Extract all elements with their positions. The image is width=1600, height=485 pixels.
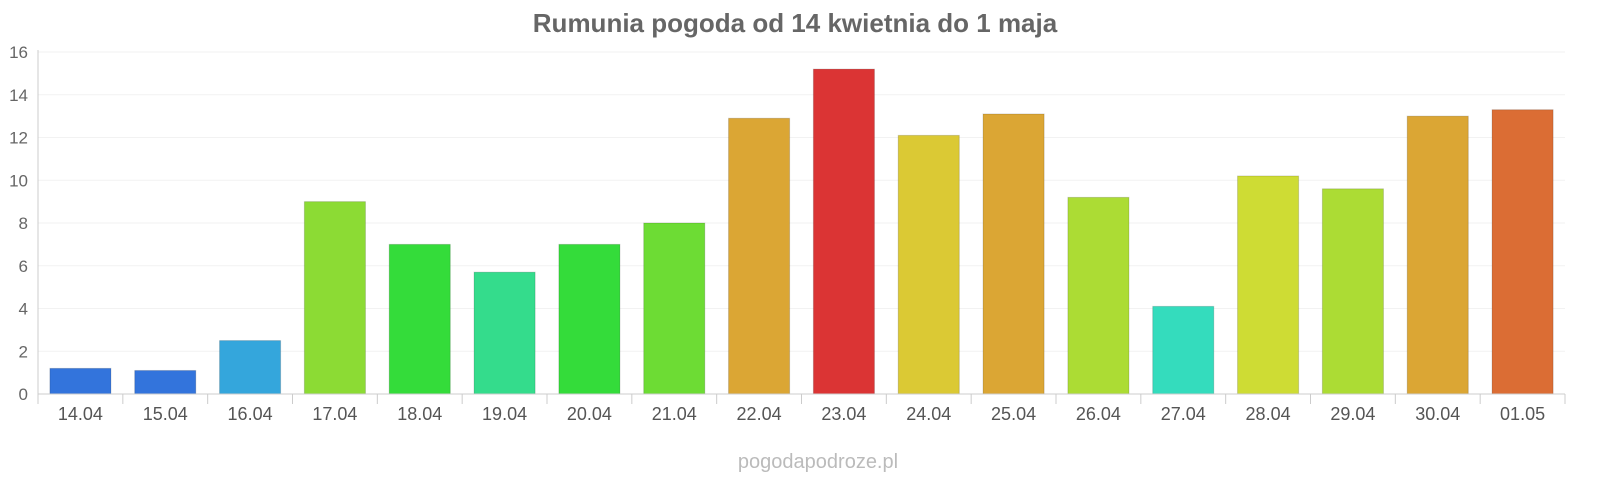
y-tick-label: 6: [19, 257, 28, 276]
bar-14.04[interactable]: [49, 367, 112, 395]
bar-19.04[interactable]: [473, 271, 536, 395]
x-axis: 14.04 15.04 16.04 17.04 18.04 19.04 20.04 21.04…: [37, 393, 1566, 424]
y-tick-label: 0: [19, 385, 28, 404]
x-tick-label: 14.04: [58, 404, 103, 424]
bar-30.04[interactable]: [1406, 115, 1469, 395]
bar-22.04[interactable]: [728, 117, 791, 395]
bar-20.04[interactable]: [558, 243, 621, 395]
bar-26.04[interactable]: [1067, 196, 1130, 395]
bar-29.04[interactable]: [1321, 188, 1384, 395]
x-tick-label: 20.04: [567, 404, 612, 424]
bar-28.04[interactable]: [1237, 175, 1300, 395]
x-tick-label: 26.04: [1076, 404, 1121, 424]
x-tick-label: 24.04: [906, 404, 951, 424]
bar-25.04[interactable]: [982, 113, 1045, 395]
bar-21.04[interactable]: [643, 222, 706, 395]
bar-18.04[interactable]: [388, 243, 451, 395]
bar-01.05[interactable]: [1491, 109, 1554, 395]
y-tick-label: 16: [9, 43, 28, 62]
x-tick-label: 25.04: [991, 404, 1036, 424]
x-tick-label: 19.04: [482, 404, 527, 424]
chart-title: Rumunia pogoda od 14 kwietnia do 1 maja: [533, 8, 1058, 38]
x-tick-label: 21.04: [652, 404, 697, 424]
bar-17.04[interactable]: [303, 201, 366, 395]
y-tick-label: 4: [19, 300, 28, 319]
bar-23.04[interactable]: [812, 68, 875, 395]
grid-lines: [38, 51, 1565, 352]
bar-16.04[interactable]: [219, 340, 282, 395]
y-tick-label: 2: [19, 342, 28, 361]
x-tick-label: 17.04: [312, 404, 357, 424]
x-tick-label: 28.04: [1246, 404, 1291, 424]
x-tick-label: 16.04: [228, 404, 273, 424]
x-tick-label: 01.05: [1500, 404, 1545, 424]
y-axis: 0 2 4 6 8 10 12 14 16: [9, 43, 39, 404]
bar-27.04[interactable]: [1152, 305, 1215, 395]
bar-24.04[interactable]: [897, 134, 960, 395]
x-tick-label: 27.04: [1161, 404, 1206, 424]
y-tick-label: 8: [19, 214, 28, 233]
x-tick-label: 22.04: [737, 404, 782, 424]
watermark-text: pogodapodroze.pl: [738, 451, 898, 473]
y-tick-label: 12: [9, 129, 28, 148]
y-tick-label: 10: [9, 171, 28, 190]
x-tick-label: 30.04: [1415, 404, 1460, 424]
x-tick-label: 18.04: [397, 404, 442, 424]
bars: [49, 68, 1554, 395]
bar-15.04[interactable]: [134, 369, 197, 395]
x-tick-label: 23.04: [821, 404, 866, 424]
x-tick-label: 15.04: [143, 404, 188, 424]
x-tick-label: 29.04: [1330, 404, 1375, 424]
y-tick-label: 14: [9, 86, 28, 105]
